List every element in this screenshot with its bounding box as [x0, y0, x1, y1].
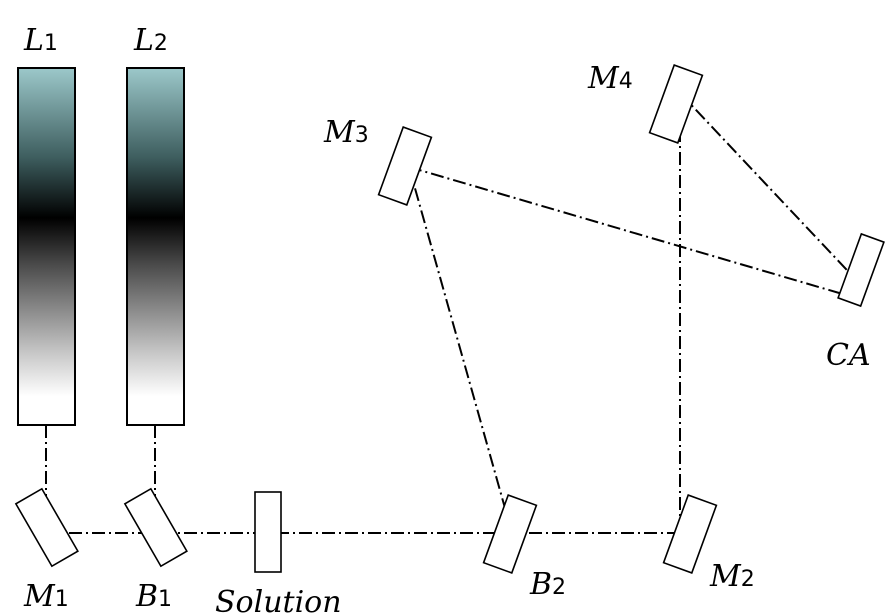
label-m2: M2: [709, 559, 755, 594]
laser-l1: [17, 67, 76, 426]
optics: [14, 64, 885, 574]
label-l2: L2: [133, 23, 168, 58]
mirror-m1: [14, 487, 79, 568]
label-ca: CA: [826, 338, 871, 373]
splitter-b1: [123, 487, 188, 568]
label-solution: Solution: [215, 585, 342, 615]
label-m3: M3: [323, 115, 369, 150]
mirror-m4: [648, 64, 704, 144]
beam-m4-to-ca: [679, 92, 862, 286]
crystal-ca: [837, 232, 885, 308]
label-m4: M4: [587, 61, 633, 96]
mirror-m2: [662, 494, 718, 574]
splitter-b2: [482, 494, 538, 574]
label-l1: L1: [23, 23, 58, 58]
solution-cell: [254, 491, 282, 573]
label-b2: B2: [529, 567, 566, 602]
label-m1: M1: [23, 579, 69, 614]
beam-m3-to-ca: [408, 166, 847, 296]
beam-b2-to-m3: [408, 166, 513, 534]
mirror-m3: [377, 126, 433, 206]
label-b1: B1: [135, 579, 172, 614]
laser-l2: [126, 67, 185, 426]
